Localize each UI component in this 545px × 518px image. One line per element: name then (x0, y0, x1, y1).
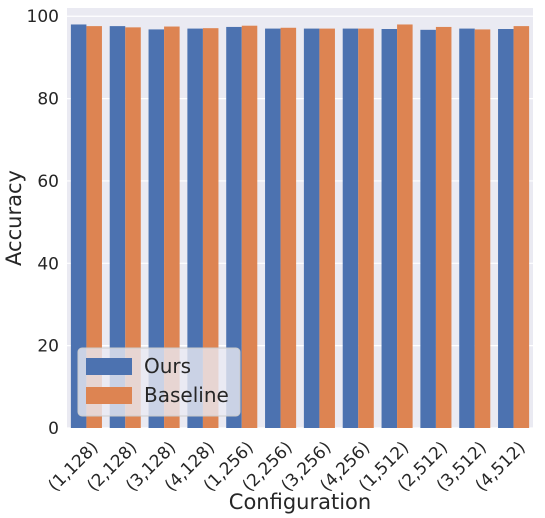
bar-ours (187, 28, 203, 429)
bar-baseline (319, 28, 335, 429)
bar-ours (420, 29, 436, 429)
bar-baseline (125, 27, 141, 429)
bar-baseline (202, 28, 219, 428)
x-tick-labels: (1,128)(2,128)(3,128)(4,128)(1,256)(2,25… (44, 438, 529, 496)
bar-baseline (397, 24, 413, 429)
bar-ours (498, 29, 514, 428)
bar-baseline (513, 26, 530, 429)
y-tick-label: 60 (37, 172, 59, 192)
bar-baseline (358, 28, 374, 429)
y-tick-labels: 0 20 40 60 80 100 (27, 7, 59, 439)
bars (70, 24, 530, 429)
y-tick-label: 40 (37, 254, 59, 274)
bar-ours (148, 29, 165, 428)
bar-ours (342, 28, 359, 429)
legend: Ours Baseline (77, 347, 241, 417)
bar-baseline (474, 29, 491, 428)
bar-ours (303, 28, 320, 429)
y-tick-label: 100 (27, 7, 59, 27)
bar-ours (70, 24, 87, 429)
bar-ours (265, 28, 281, 429)
bar-baseline (280, 27, 297, 428)
x-axis-title: Configuration (229, 490, 371, 514)
bar-ours (459, 28, 475, 429)
bar-ours (109, 26, 126, 429)
y-tick-label: 0 (48, 419, 59, 439)
gridlines (67, 15, 533, 429)
bar-baseline (435, 26, 452, 429)
y-tick-label: 80 (37, 90, 59, 110)
bar-baseline (164, 26, 180, 428)
legend-swatch (86, 358, 132, 375)
y-axis-title: Accuracy (2, 170, 26, 266)
bar-ours (381, 29, 398, 428)
legend-swatch (86, 387, 132, 404)
y-tick-label: 20 (37, 337, 59, 357)
legend-label: Ours (144, 354, 191, 378)
bar-baseline (86, 26, 102, 429)
legend-label: Baseline (144, 383, 229, 407)
bar-ours (226, 26, 242, 429)
bar-baseline (241, 25, 258, 429)
